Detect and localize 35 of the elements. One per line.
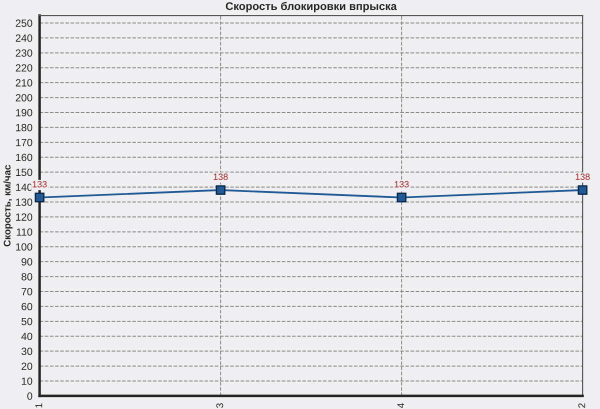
x-tick-label: 4: [397, 403, 404, 408]
y-tick-label: 150: [16, 168, 32, 176]
y-tick-label: 120: [16, 213, 32, 221]
y-tick-label: 60: [22, 302, 32, 310]
y-tick-label: 110: [16, 228, 32, 236]
y-tick-label: 180: [16, 124, 32, 132]
data-label: 133: [394, 181, 409, 188]
y-tick-label: 50: [21, 318, 32, 326]
data-label: 138: [576, 174, 590, 180]
y-tick-label: 170: [16, 138, 32, 146]
x-tick-label: 1: [35, 403, 42, 408]
y-tick-label: 80: [22, 273, 32, 280]
y-tick-label: 130: [16, 198, 32, 206]
y-tick-label: 200: [16, 94, 32, 102]
y-tick-label: 40: [21, 332, 32, 340]
y-tick-label: 250: [16, 20, 32, 27]
chart-title: Скорость блокировки впрыска: [226, 2, 397, 12]
y-tick-label: 10: [22, 377, 32, 385]
y-axis-title: Скорость, км/час: [3, 164, 12, 246]
y-tick-label: 190: [16, 109, 32, 116]
data-label: 133: [32, 181, 47, 188]
y-tick-label: 70: [22, 288, 32, 296]
y-tick-label: 0: [27, 392, 32, 400]
y-tick-label: 90: [22, 258, 32, 266]
y-tick-label: 20: [22, 362, 32, 370]
y-tick-label: 230: [16, 49, 32, 57]
y-tick-label: 160: [16, 154, 32, 162]
y-tick-label: 220: [16, 64, 32, 72]
y-tick-label: 30: [21, 348, 32, 356]
y-tick-label: 210: [16, 79, 32, 87]
x-tick-label: 3: [216, 403, 224, 408]
x-tick-label: 2: [578, 403, 586, 408]
y-tick-label: 100: [16, 243, 32, 251]
y-tick-label: 240: [16, 34, 32, 42]
data-label: 138: [214, 174, 228, 180]
